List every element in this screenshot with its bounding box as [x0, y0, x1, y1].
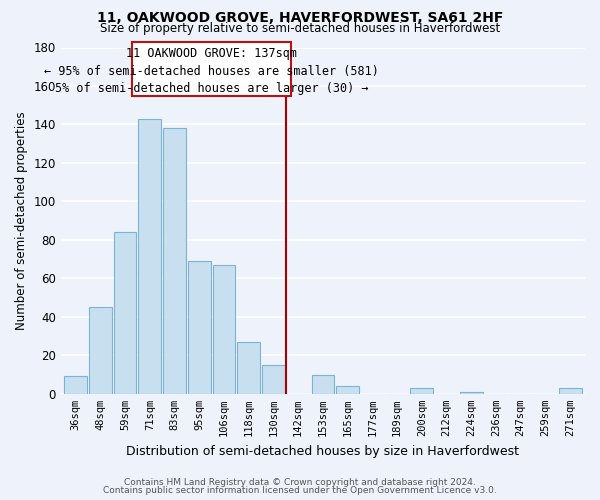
Text: 11 OAKWOOD GROVE: 137sqm: 11 OAKWOOD GROVE: 137sqm [126, 48, 297, 60]
Text: 11, OAKWOOD GROVE, HAVERFORDWEST, SA61 2HF: 11, OAKWOOD GROVE, HAVERFORDWEST, SA61 2… [97, 11, 503, 25]
Bar [311, 374, 334, 394]
Bar [114, 232, 136, 394]
Bar [188, 261, 211, 394]
FancyBboxPatch shape [133, 42, 291, 96]
Bar [336, 386, 359, 394]
Bar [559, 388, 581, 394]
Y-axis label: Number of semi-detached properties: Number of semi-detached properties [15, 112, 28, 330]
Text: Size of property relative to semi-detached houses in Haverfordwest: Size of property relative to semi-detach… [100, 22, 500, 35]
Bar [262, 365, 285, 394]
Text: 5% of semi-detached houses are larger (30) →: 5% of semi-detached houses are larger (3… [55, 82, 368, 95]
Bar [139, 118, 161, 394]
Bar [64, 376, 87, 394]
X-axis label: Distribution of semi-detached houses by size in Haverfordwest: Distribution of semi-detached houses by … [127, 444, 520, 458]
Bar [238, 342, 260, 394]
Bar [163, 128, 186, 394]
Text: Contains HM Land Registry data © Crown copyright and database right 2024.: Contains HM Land Registry data © Crown c… [124, 478, 476, 487]
Bar [212, 265, 235, 394]
Bar [410, 388, 433, 394]
Bar [89, 307, 112, 394]
Text: ← 95% of semi-detached houses are smaller (581): ← 95% of semi-detached houses are smalle… [44, 65, 379, 78]
Text: Contains public sector information licensed under the Open Government Licence v3: Contains public sector information licen… [103, 486, 497, 495]
Bar [460, 392, 482, 394]
